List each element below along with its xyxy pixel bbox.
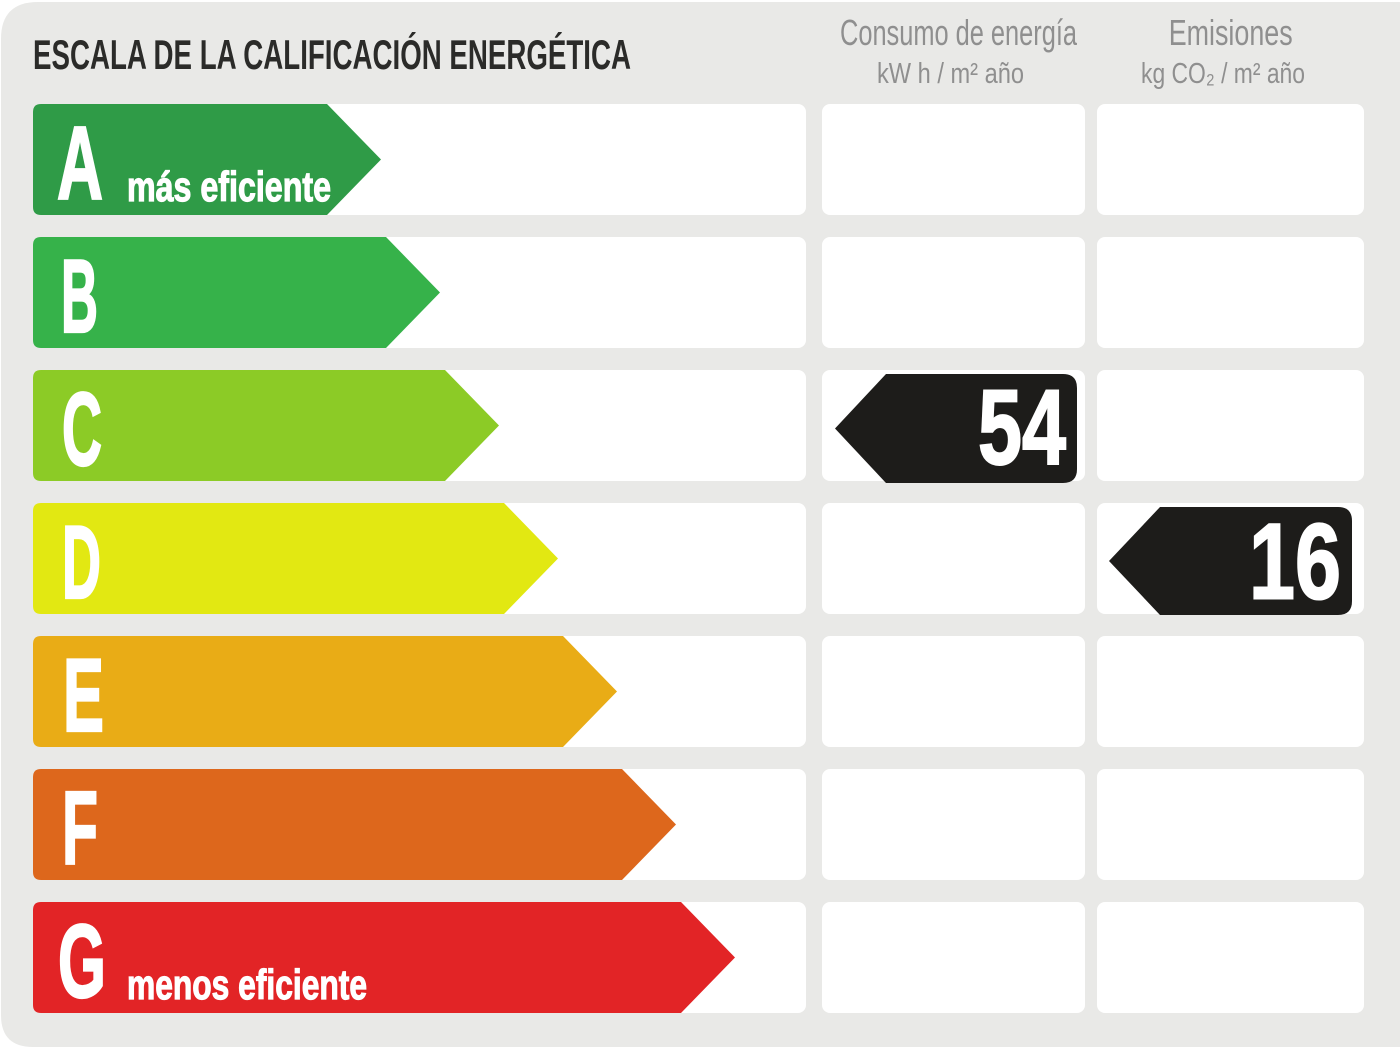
svg-text:Consumo de energía: Consumo de energía: [840, 12, 1077, 53]
svg-text:F: F: [62, 771, 98, 887]
svg-text:menos eficiente: menos eficiente: [127, 961, 367, 1008]
svg-text:kW h / m² año: kW h / m² año: [877, 58, 1024, 90]
svg-text:B: B: [61, 239, 98, 355]
svg-text:16: 16: [1249, 501, 1341, 622]
svg-text:C: C: [62, 372, 102, 488]
svg-text:D: D: [62, 505, 101, 621]
svg-text:Emisiones: Emisiones: [1169, 12, 1293, 53]
svg-text:A: A: [57, 106, 103, 222]
svg-text:54: 54: [978, 367, 1066, 487]
svg-text:E: E: [63, 638, 104, 754]
svg-text:más eficiente: más eficiente: [127, 163, 331, 210]
svg-text:kg CO₂ / m² año: kg CO₂ / m² año: [1141, 58, 1305, 90]
svg-text:G: G: [58, 904, 106, 1020]
svg-text:ESCALA DE LA CALIFICACIÓN ENER: ESCALA DE LA CALIFICACIÓN ENERGÉTICA: [33, 30, 631, 78]
